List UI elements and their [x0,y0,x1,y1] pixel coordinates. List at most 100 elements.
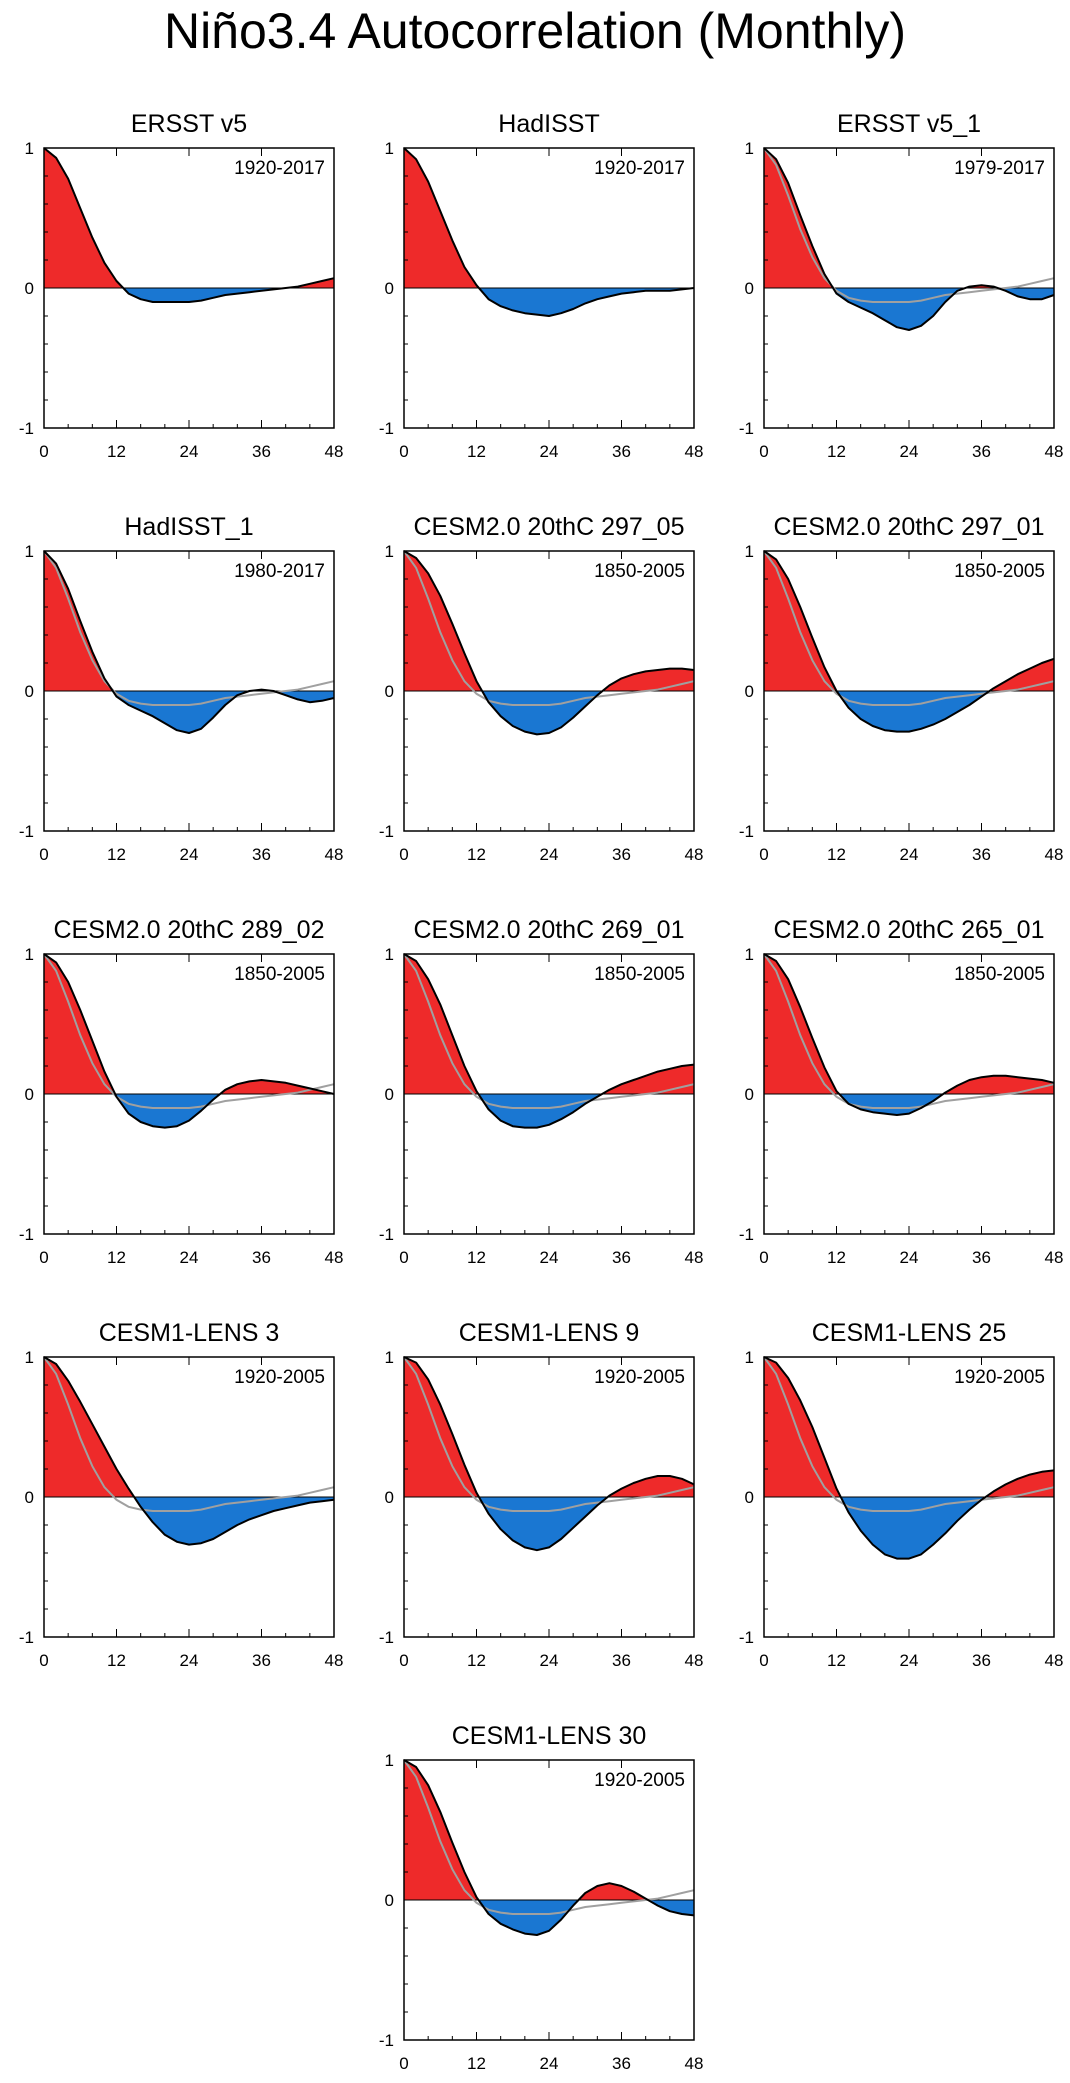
positive-area [404,1357,694,1497]
x-tick-label: 0 [759,1248,768,1267]
series-line [763,953,1055,1116]
x-tick-label: 48 [685,1651,704,1670]
x-tick-label: 48 [325,1248,344,1267]
x-tick-label: 48 [685,2054,704,2073]
period-label: 1920-2005 [594,1770,685,1791]
y-tick-label: 1 [25,139,34,158]
positive-area [404,551,694,691]
period-label: 1920-2005 [954,1367,1045,1388]
x-tick-label: 24 [540,1248,559,1267]
negative-area [764,691,1054,732]
series-line [403,953,695,1129]
positive-area [404,954,694,1094]
subplot-8: 0 12 24 36 48 -1 0 1 CESM2.0 20thC 265_01 1850-20… [739,916,1064,1267]
x-tick-label: 12 [827,1248,846,1267]
positive-area [44,954,334,1094]
x-tick-label: 0 [399,1651,408,1670]
x-tick-label: 24 [180,1651,199,1670]
subplot-title: CESM2.0 20thC 289_02 [53,916,324,944]
positive-area [764,148,1054,288]
x-tick-label: 36 [252,1651,271,1670]
x-tick-label: 12 [827,845,846,864]
subplot-title: CESM2.0 20thC 297_01 [773,513,1044,541]
y-tick-label: 1 [385,139,394,158]
y-tick-label: 0 [385,1891,394,1910]
y-tick-label: -1 [19,1225,34,1244]
x-tick-label: 36 [972,845,991,864]
x-tick-label: 24 [540,1651,559,1670]
period-label: 1920-2005 [234,1367,325,1388]
x-tick-label: 0 [39,1651,48,1670]
x-tick-label: 24 [900,442,919,461]
subplot-title: HadISST_1 [124,513,253,541]
reference-line [763,147,1055,303]
x-tick-label: 12 [107,1248,126,1267]
positive-area [44,148,334,288]
y-tick-label: -1 [19,419,34,438]
x-tick-label: 24 [900,1651,919,1670]
y-tick-label: 1 [745,945,754,964]
x-tick-label: 36 [612,1651,631,1670]
x-tick-label: 12 [107,845,126,864]
period-label: 1850-2005 [954,964,1045,985]
series-line [763,550,1055,733]
y-tick-label: -1 [739,1225,754,1244]
x-tick-label: 0 [399,442,408,461]
negative-area [44,288,334,302]
figure-title: Niño3.4 Autocorrelation (Monthly) [163,3,907,59]
negative-area [404,691,694,735]
y-tick-label: 1 [385,542,394,561]
series-line [403,550,695,736]
x-tick-label: 48 [325,1651,344,1670]
x-tick-label: 0 [39,442,48,461]
y-tick-label: 1 [25,945,34,964]
y-tick-label: -1 [739,1628,754,1647]
period-label: 1920-2017 [594,158,685,179]
y-tick-label: -1 [379,2031,394,2050]
x-tick-label: 36 [252,1248,271,1267]
series-line [403,1759,695,1936]
y-tick-label: 1 [25,542,34,561]
positive-area [764,1357,1054,1497]
series-line [43,1356,335,1546]
y-tick-label: 1 [385,1751,394,1770]
x-tick-label: 24 [540,845,559,864]
y-tick-label: 0 [385,682,394,701]
x-tick-label: 36 [972,1248,991,1267]
subplot-title: ERSST v5 [131,110,247,138]
subplot-4: 0 12 24 36 48 -1 0 1 CESM2.0 20thC 297_05 1850-20… [379,513,704,864]
x-tick-label: 12 [467,1651,486,1670]
negative-area [404,1497,694,1551]
subplot-1: 0 12 24 36 48 -1 0 1 HadISST 1920-2017 [379,110,704,461]
series-line [43,953,335,1129]
subplot-3: 0 12 24 36 48 -1 0 1 HadISST_1 1980-2017 [19,513,344,864]
x-tick-label: 48 [1045,1248,1064,1267]
x-tick-label: 24 [540,442,559,461]
subplot-title: CESM1-LENS 3 [99,1319,280,1347]
y-tick-label: 1 [385,945,394,964]
y-tick-label: 0 [745,682,754,701]
period-label: 1850-2005 [594,964,685,985]
reference-line [763,550,1055,706]
period-label: 1980-2017 [234,561,325,582]
subplot-title: ERSST v5_1 [837,110,981,138]
reference-line [403,550,695,706]
x-tick-label: 12 [827,442,846,461]
x-tick-label: 48 [685,442,704,461]
reference-line [403,1356,695,1512]
y-tick-label: -1 [379,822,394,841]
reference-line [403,953,695,1109]
x-tick-label: 48 [685,1248,704,1267]
positive-area [764,954,1054,1094]
x-tick-label: 0 [759,845,768,864]
y-tick-label: -1 [379,1628,394,1647]
x-tick-label: 0 [39,1248,48,1267]
period-label: 1979-2017 [954,158,1045,179]
subplot-7: 0 12 24 36 48 -1 0 1 CESM2.0 20thC 269_01 1850-20… [379,916,704,1267]
reference-line [403,1759,695,1915]
y-tick-label: 0 [745,1488,754,1507]
x-tick-label: 36 [252,845,271,864]
x-tick-label: 36 [972,442,991,461]
x-tick-label: 24 [540,2054,559,2073]
series-line [763,147,1055,331]
